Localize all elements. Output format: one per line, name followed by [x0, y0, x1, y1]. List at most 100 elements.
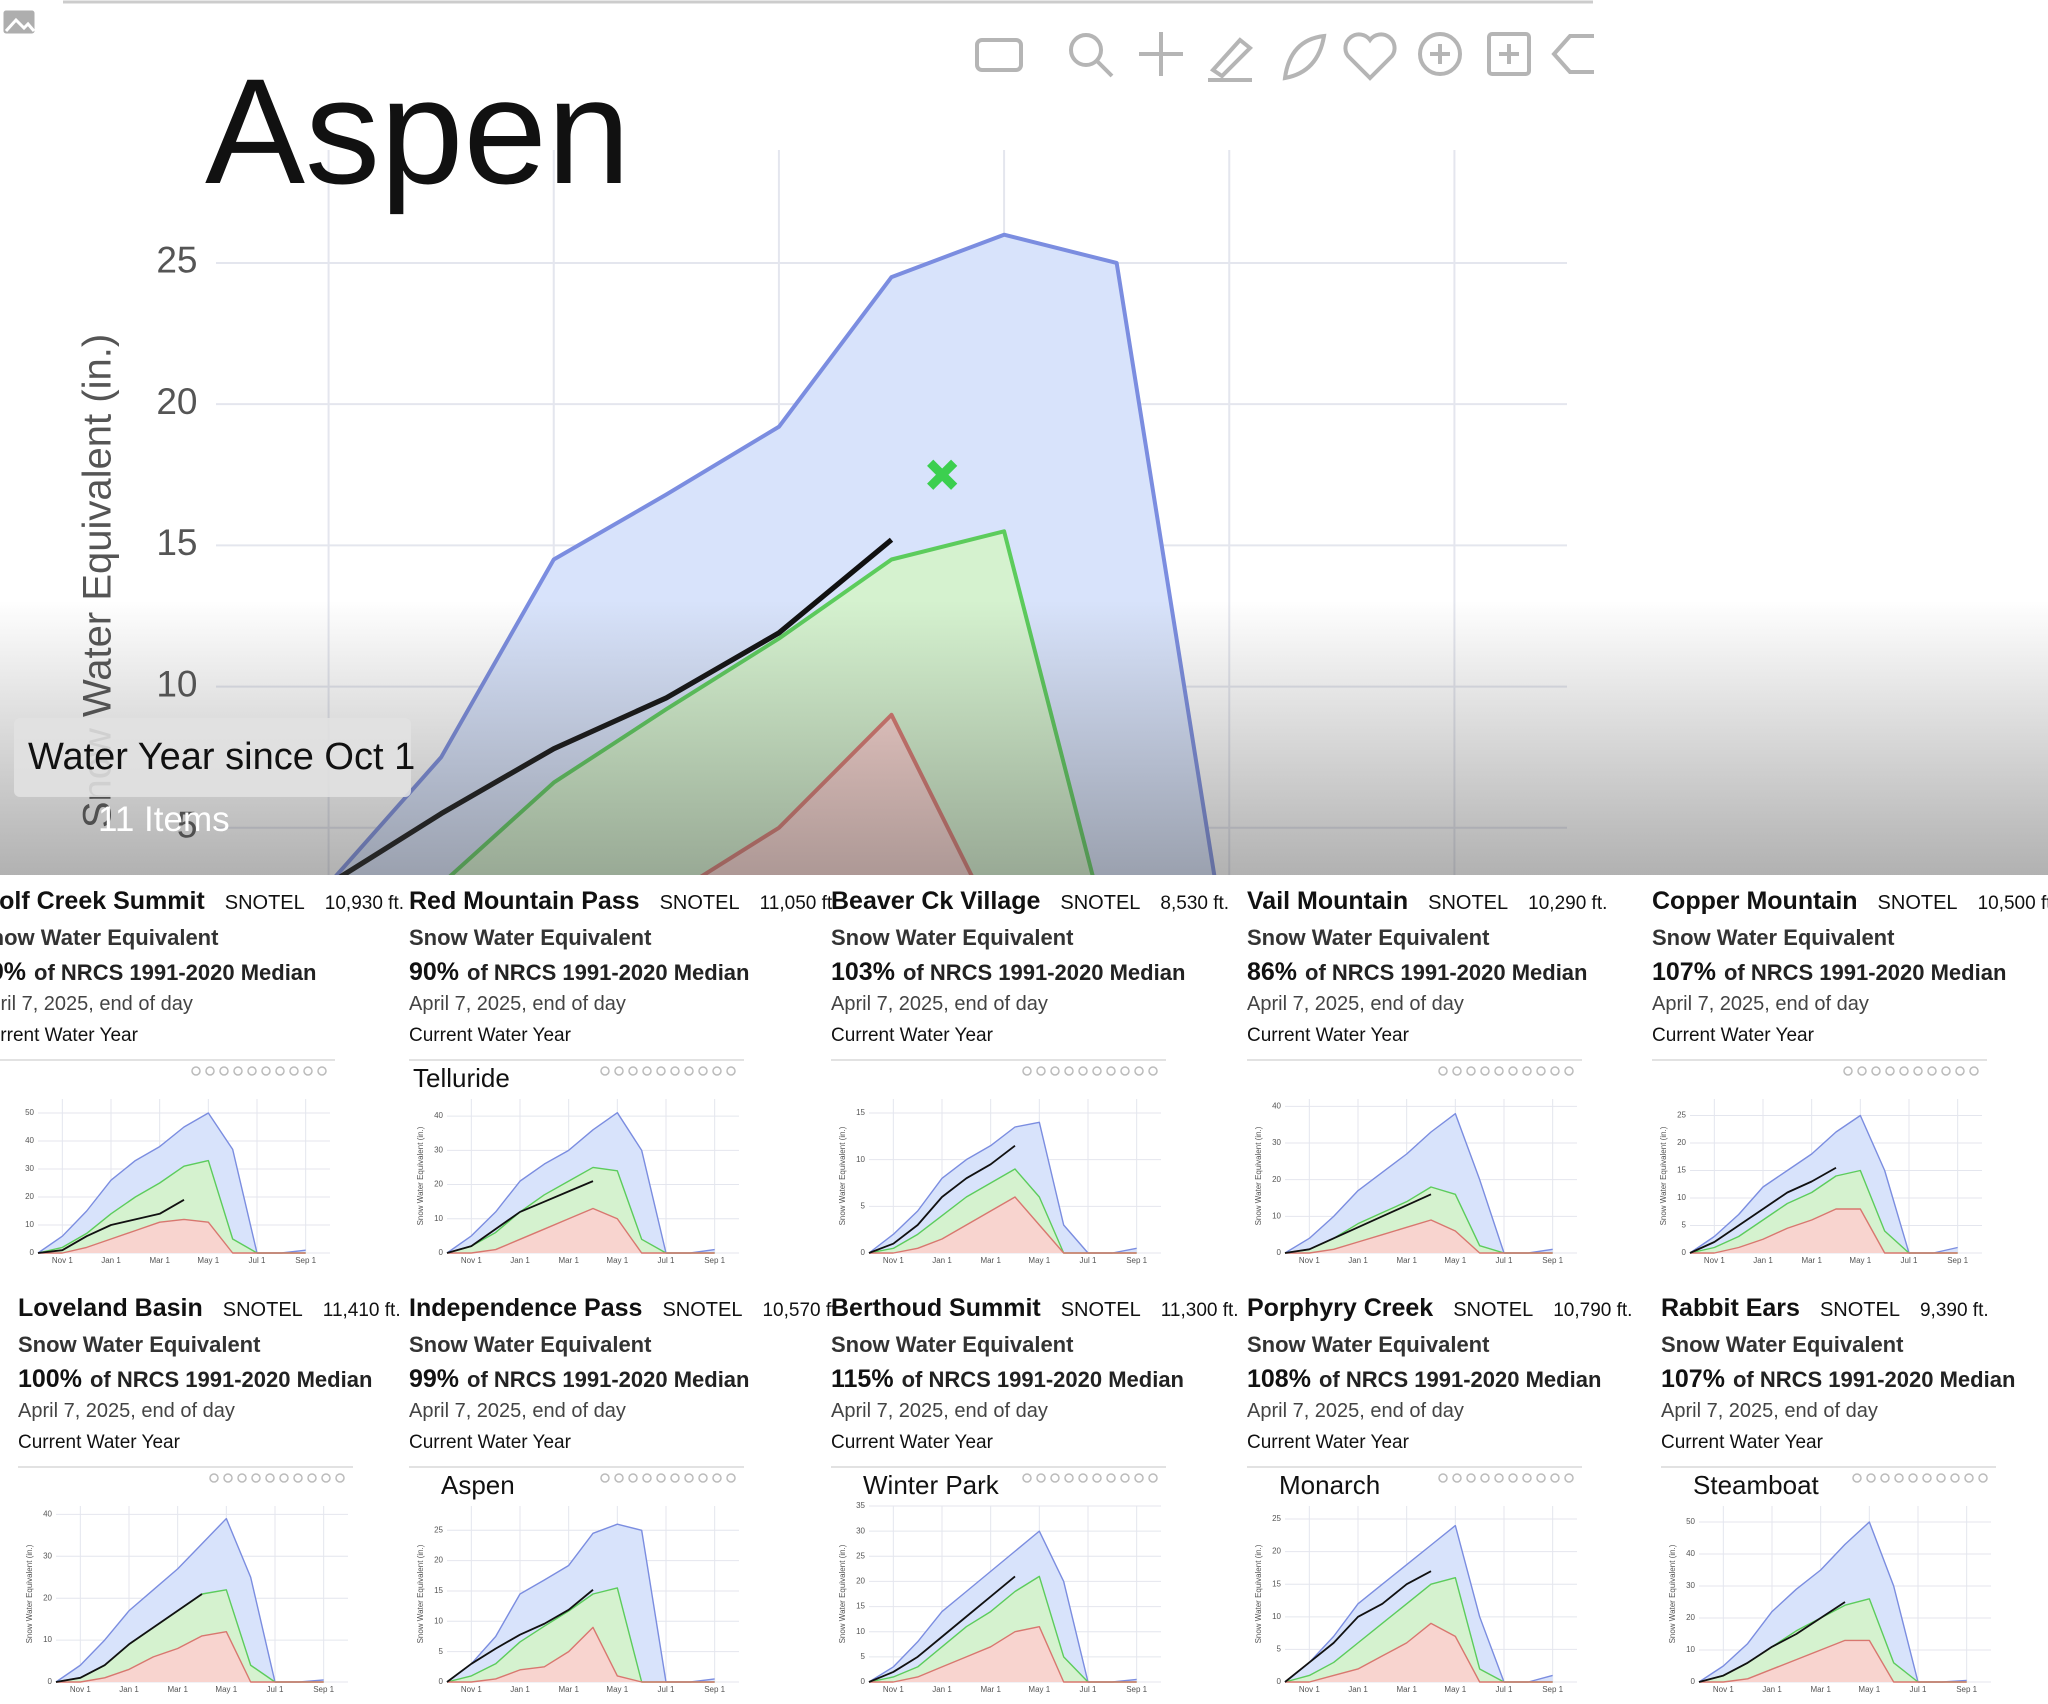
panel-line: Current Water Year: [409, 1025, 571, 1047]
mini-chart[interactable]: Nov 1 Jan 1 Mar 1 May 1 Jul 1 Sep 1 0 10 20 30 40 S…: [18, 1466, 363, 1702]
measure: Snow Water Equivalent: [1247, 925, 1490, 950]
x-tick-label: Jul 1: [267, 1685, 284, 1694]
station-panel[interactable]: Berthoud Summit SNOTEL 11,300 ft. Snow Wate…: [831, 1294, 1251, 1704]
toolbar-icon: [1120, 1066, 1130, 1076]
percent-of: of NRCS 1991-2020 Median: [34, 960, 317, 985]
camera-icon[interactable]: [975, 38, 1023, 72]
mini-chart[interactable]: Nov 1 Jan 1 Mar 1 May 1 Jul 1 Sep 1 0 5 10 15 20 25…: [409, 1466, 754, 1702]
lasso-icon[interactable]: [1282, 33, 1327, 81]
elevation: 10,290 ft.: [1528, 893, 1608, 914]
mini-chart[interactable]: Nov 1 Jan 1 Mar 1 May 1 Jul 1 Sep 1 0 10 20 30 40 5…: [1661, 1466, 2006, 1702]
panel-line: 108% of NRCS 1991-2020 Median: [1247, 1365, 1601, 1394]
x-tick-label: Sep 1: [313, 1685, 334, 1694]
toolbar-icon: [335, 1473, 345, 1483]
panel-line: Snow Water Equivalent: [409, 925, 651, 951]
series-line: [1690, 1208, 1958, 1254]
station-panel[interactable]: Red Mountain Pass SNOTEL 11,050 ft. Snow Wa…: [409, 887, 837, 1297]
x-tick-label: Mar 1: [149, 1256, 170, 1265]
pan-icon[interactable]: [1139, 32, 1183, 76]
percent: 107%: [1652, 958, 1716, 986]
mini-chart[interactable]: Nov 1 Jan 1 Mar 1 May 1 Jul 1 Sep 1 0 5 10 15 20 25…: [1652, 1059, 1997, 1273]
mini-chart[interactable]: Nov 1 Jan 1 Mar 1 May 1 Jul 1 Sep 1 0 5 10 15 20 25…: [831, 1466, 1176, 1702]
station-panel[interactable]: Wolf Creek Summit SNOTEL 10,930 ft. Snow Wa…: [0, 887, 404, 1297]
toolbar-icon: [712, 1473, 722, 1483]
area-fill: [1699, 1522, 1967, 1682]
panel-line: Independence Pass SNOTEL 10,570 ft.: [409, 1294, 842, 1323]
y-tick-label: 20: [1272, 1175, 1281, 1184]
toolbar-icon: [1885, 1066, 1895, 1076]
panel-line: 115% of NRCS 1991-2020 Median: [831, 1365, 1184, 1394]
mini-chart[interactable]: Nov 1 Jan 1 Mar 1 May 1 Jul 1 Sep 1 0 10 20 30 40 T…: [409, 1059, 754, 1273]
x-tick-label: Jul 1: [1080, 1685, 1097, 1694]
toolbar-icon: [1120, 1473, 1130, 1483]
date: April 7, 2025, end of day: [409, 993, 626, 1015]
y-tick-label: 10: [43, 1635, 52, 1644]
measure: Snow Water Equivalent: [1247, 1332, 1490, 1357]
toolbar-icon: [614, 1066, 624, 1076]
station-panel[interactable]: Porphyry Creek SNOTEL 10,790 ft. Snow Water…: [1247, 1294, 1667, 1704]
toolbar-icon: [209, 1473, 219, 1483]
x-tick-label: May 1: [1444, 1685, 1466, 1694]
date: April 7, 2025, end of day: [0, 993, 193, 1015]
panel-line: April 7, 2025, end of day: [1247, 1400, 1464, 1423]
zoom-icon[interactable]: [1069, 33, 1103, 67]
y-tick-label: 10: [156, 663, 197, 704]
toolbar-icon: [1936, 1473, 1946, 1483]
panel-line: April 7, 2025, end of day: [831, 1400, 1048, 1423]
toolbar-icon: [1452, 1473, 1462, 1483]
panel-line: Current Water Year: [831, 1025, 993, 1047]
station-panel[interactable]: Loveland Basin SNOTEL 11,410 ft. Snow Water…: [18, 1294, 438, 1704]
x-tick-label: Sep 1: [1542, 1685, 1563, 1694]
toolbar-icon: [1941, 1066, 1951, 1076]
toolbar-icon: [275, 1066, 285, 1076]
mini-chart[interactable]: Nov 1 Jan 1 Mar 1 May 1 Jul 1 Sep 1 0 5 10 15 Snow…: [831, 1059, 1176, 1273]
spike-icon[interactable]: [1343, 32, 1397, 81]
mini-chart[interactable]: Nov 1 Jan 1 Mar 1 May 1 Jul 1 Sep 1 0 10 20 30 40 S…: [1247, 1059, 1592, 1273]
x-tick-label: May 1: [1444, 1256, 1466, 1265]
toolbar-icon: [642, 1066, 652, 1076]
mini-chart[interactable]: Nov 1 Jan 1 Mar 1 May 1 Jul 1 Sep 1 0 5 10 15 20 25…: [1247, 1466, 1592, 1702]
y-tick-label: 10: [1272, 1211, 1281, 1220]
draw-icon[interactable]: [1208, 37, 1253, 82]
station-panel[interactable]: Beaver Ck Village SNOTEL 8,530 ft. Snow Wat…: [831, 887, 1251, 1297]
station-panel[interactable]: Vail Mountain SNOTEL 10,290 ft. Snow Water …: [1247, 887, 1667, 1297]
station-panel[interactable]: Independence Pass SNOTEL 10,570 ft. Snow Wa…: [409, 1294, 842, 1704]
area-fill: [869, 1576, 1137, 1682]
station-name: Independence Pass: [409, 1294, 643, 1322]
x-tick-label: Jan 1: [1348, 1685, 1368, 1694]
zoom-in-icon[interactable]: [1418, 32, 1462, 76]
album-count[interactable]: 11 Items: [98, 800, 230, 839]
panel-line: Porphyry Creek SNOTEL 10,790 ft.: [1247, 1294, 1632, 1323]
x-tick-label: Nov 1: [883, 1685, 904, 1694]
station-panel[interactable]: Rabbit Ears SNOTEL 9,390 ft. Snow Water Equ…: [1661, 1294, 2048, 1704]
reset-icon[interactable]: [1551, 34, 1594, 74]
panel-line: 100% of NRCS 1991-2020 Median: [18, 1365, 372, 1394]
x-tick-label: Sep 1: [1126, 1256, 1147, 1265]
series-line: [699, 712, 974, 875]
chart-title: Monarch: [1279, 1470, 1380, 1500]
measure: Snow Water Equivalent: [18, 1332, 261, 1357]
x-tick-label: May 1: [606, 1256, 628, 1265]
y-tick-label: 40: [1686, 1549, 1695, 1558]
panel-line: Snow Water Equivalent: [1652, 925, 1894, 951]
percent: 108%: [1247, 1365, 1311, 1393]
series-line: [1689, 1166, 1837, 1254]
panel-line: Current Water Year: [831, 1432, 993, 1454]
percent-of: of NRCS 1991-2020 Median: [467, 1367, 750, 1392]
y-tick-label: 0: [439, 1248, 444, 1257]
autoscale-icon[interactable]: [1487, 32, 1531, 76]
toolbar-icon: [1148, 1473, 1158, 1483]
y-tick-label: 25: [856, 1551, 865, 1560]
elevation: 10,930 ft.: [324, 893, 405, 914]
percent: 99%: [0, 958, 27, 986]
series-line: [447, 1626, 715, 1683]
x-tick-label: Sep 1: [1956, 1685, 1977, 1694]
toolbar-icon: [1438, 1066, 1448, 1076]
station-panel[interactable]: Copper Mountain SNOTEL 10,500 ft. Snow Wate…: [1652, 887, 2048, 1297]
x-tick-label: May 1: [1028, 1685, 1050, 1694]
mini-chart[interactable]: Nov 1 Jan 1 Mar 1 May 1 Jul 1 Sep 1 0 10 20 30 40 5…: [0, 1059, 345, 1273]
elevation: 10,790 ft.: [1553, 1300, 1633, 1321]
x-tick-label: Mar 1: [1396, 1256, 1417, 1265]
toolbar-icon: [261, 1066, 271, 1076]
